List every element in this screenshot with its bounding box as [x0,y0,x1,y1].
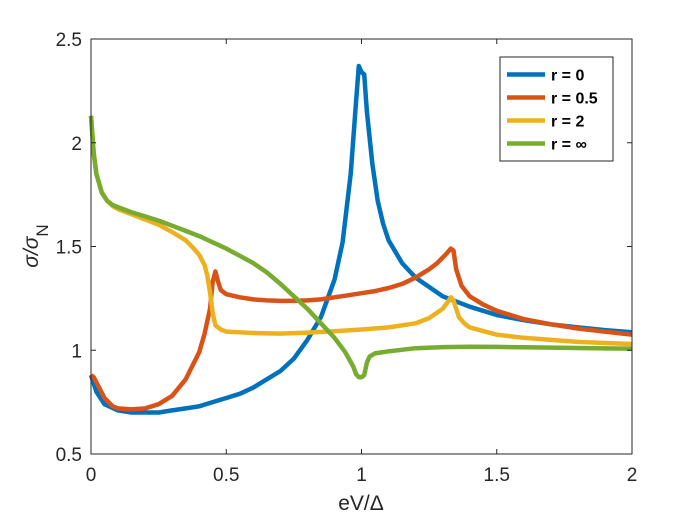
y-tick-label: 0.5 [56,445,82,466]
y-tick-label: 2 [71,134,82,155]
y-tick-label: 2.5 [56,30,82,51]
legend-label: r = 0 [551,68,584,85]
series-layer [88,63,633,415]
y-axis-label-main: σ/σ [20,235,43,267]
legend-label: r = 0.5 [551,91,598,108]
y-axis-label-subscript: N [33,224,52,236]
series-line-3 [88,115,633,380]
x-tick-label: 0 [86,465,97,486]
y-tick-label: 1 [71,341,82,362]
legend-label: r = 2 [551,114,584,131]
x-axis-label: eV/Δ [338,492,384,515]
legend-label: r = ∞ [551,137,587,154]
plot-frame [90,38,633,455]
y-axis-label: σ/σN [20,224,52,267]
x-tick-label: 1.5 [484,465,510,486]
x-tick-label: 2 [627,465,638,486]
legend: r = 0 r = 0.5 r = 2 r = ∞ [499,56,614,162]
y-tick-label: 1.5 [56,238,82,259]
x-tick-label: 0.5 [213,465,239,486]
x-tick-label: 1 [356,465,367,486]
